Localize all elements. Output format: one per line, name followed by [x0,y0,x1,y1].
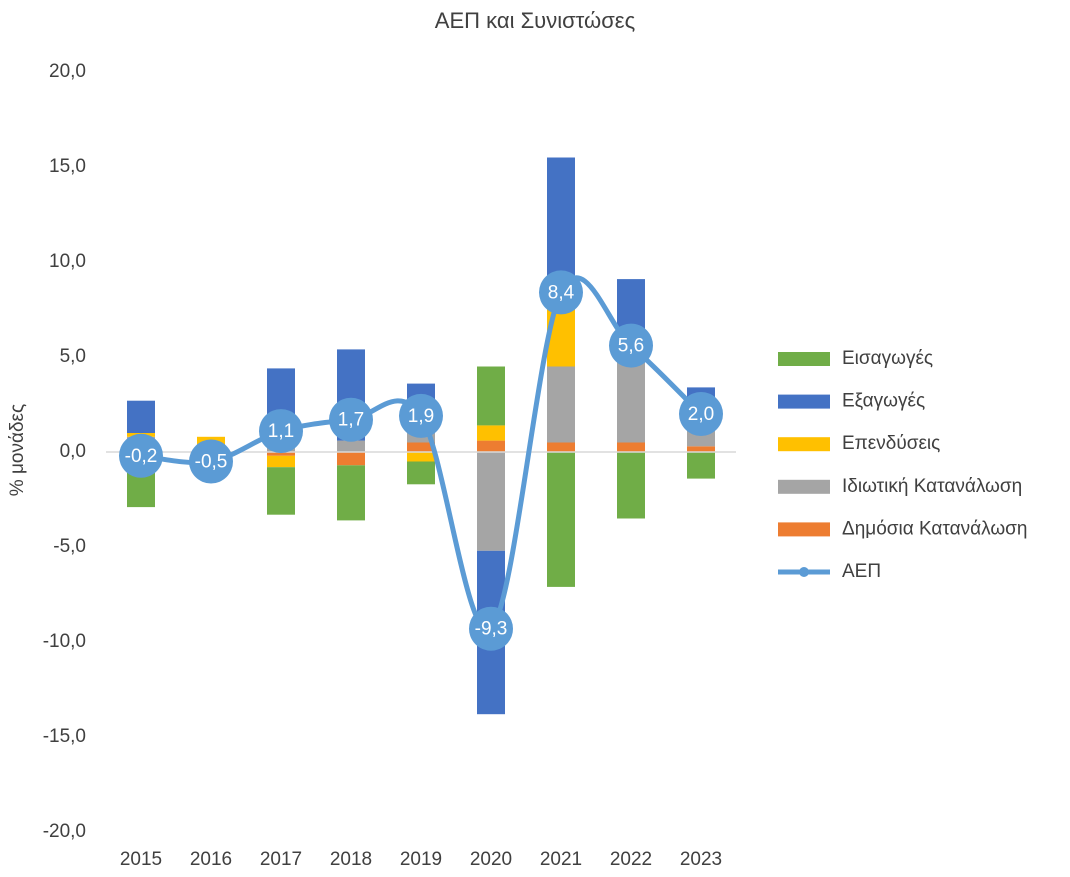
legend-swatch [778,479,830,494]
x-tick-label: 2020 [470,849,512,870]
bar-segment [617,360,645,443]
y-tick-label: -10,0 [43,631,86,652]
data-label: 1,7 [338,410,364,431]
line-point [399,393,443,438]
data-label: -9,3 [475,619,508,640]
bar-segment [687,452,715,479]
line-point [469,606,513,651]
legend-label: Εισαγωγές [842,348,933,369]
x-tick-label: 2019 [400,849,442,870]
data-label: -0,5 [195,452,228,473]
data-label: 1,9 [408,406,434,427]
legend-label: ΑΕΠ [842,561,881,582]
bar-segment [547,452,575,587]
y-tick-label: 10,0 [49,251,86,272]
y-tick-label: 0,0 [60,441,86,462]
legend-swatch [778,394,830,409]
bar-segment [477,440,505,452]
bar-segment [407,461,435,485]
y-tick-label: 5,0 [60,346,86,367]
legend-label: Ιδιωτική Κατανάλωση [842,476,1022,497]
legend-swatch [778,522,830,537]
bar-segment [407,452,435,462]
y-tick-label: 15,0 [49,156,86,177]
bar-segment [267,467,295,515]
bar-segment [547,366,575,443]
bar-segment [617,452,645,519]
bar-segment [407,442,435,452]
bar-segment [547,442,575,452]
data-label: 2,0 [688,404,714,425]
x-tick-label: 2018 [330,849,372,870]
line-point [609,323,653,368]
bar-segment [477,425,505,441]
bar-segment [477,366,505,426]
y-axis-label: % μονάδες [7,404,28,496]
bar-segment [687,446,715,452]
line-point [189,439,233,484]
bar-segment [267,455,295,468]
bar-segment [337,465,365,521]
line-point [259,409,303,454]
bar-segment [127,400,155,433]
line-point [679,392,723,436]
bar-segment [267,452,295,456]
legend-label: Επενδύσεις [842,433,940,454]
bar-segment [337,452,365,466]
legend-label: Δημόσια Κατανάλωση [842,518,1027,539]
y-tick-label: -15,0 [43,726,86,747]
bar-segment [477,452,505,551]
y-tick-label: -5,0 [53,536,86,557]
data-label: -0,2 [125,446,158,467]
legend-swatch [778,437,830,452]
bar-segment [617,442,645,452]
x-tick-label: 2015 [120,849,162,870]
data-label: 5,6 [618,336,644,357]
legend-label: Εξαγωγές [842,391,925,412]
y-tick-label: -20,0 [43,821,86,842]
line-point [539,270,583,315]
line-point [119,433,163,478]
y-tick-label: 20,0 [49,61,86,82]
x-tick-label: 2016 [190,849,232,870]
x-tick-label: 2022 [610,849,652,870]
chart-title: ΑΕΠ και Συνιστώσες [435,8,635,33]
legend-swatch [778,352,830,366]
data-label: 1,1 [268,421,294,442]
x-tick-label: 2023 [680,849,722,870]
bar-segment [337,440,365,452]
legend-marker [799,567,809,577]
data-label: 8,4 [548,282,575,303]
x-tick-label: 2021 [540,849,582,870]
line-point [329,397,373,442]
x-tick-label: 2017 [260,849,302,870]
